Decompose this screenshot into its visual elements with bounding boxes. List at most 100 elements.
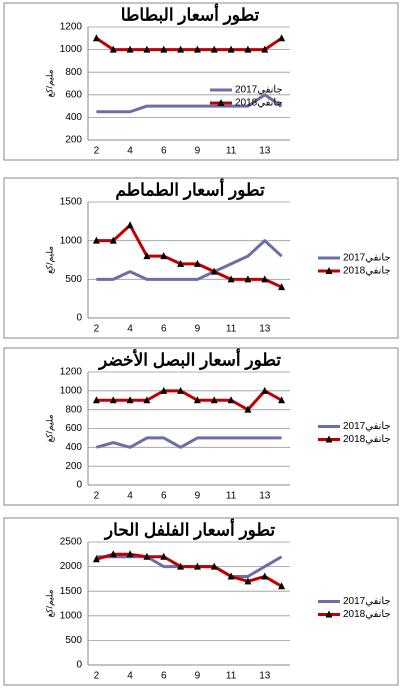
y-tick-label: 500 [65,274,82,285]
point-marker [160,252,168,260]
point-marker [210,562,218,570]
point-marker [261,572,269,580]
legend-label: جانفي2018 [343,609,391,620]
point-marker [227,572,235,580]
x-tick-label: 9 [195,491,201,502]
legend-marker [217,99,225,106]
point-marker [126,550,134,558]
point-marker [227,45,235,53]
point-marker [177,45,185,53]
x-tick-label: 11 [226,671,237,682]
series-line [96,389,283,412]
point-marker [126,221,134,229]
legend-label: جانفي2018 [343,266,391,277]
y-tick-label: 200 [65,461,82,472]
point-marker [177,259,185,267]
x-tick-label: 6 [161,491,167,502]
series-line [95,37,283,52]
x-tick-label: 6 [161,146,167,157]
point-marker [126,396,134,404]
point-marker [177,562,185,570]
legend-label: جانفي2017 [343,421,391,432]
y-tick-label: 400 [65,112,82,123]
point-marker [109,396,117,404]
point-marker [143,252,151,260]
y-tick-label: 800 [65,67,82,78]
point-marker [210,267,218,275]
x-tick-label: 4 [127,671,133,682]
y-tick-label: 1500 [60,197,83,208]
y-tick-label: 0 [76,480,82,491]
series-line [96,93,283,114]
point-marker [210,45,218,53]
y-tick-label: 600 [65,89,82,100]
point-marker [210,396,218,404]
x-tick-label: 4 [127,324,133,335]
chart-title: تطور أسعار الطماطم [115,177,265,200]
y-tick-label: 2500 [60,537,83,548]
point-marker [278,283,286,291]
legend-label: جانفي2017 [343,596,391,607]
chart-title: تطور أسعار البطاطا [121,2,260,25]
y-axis-label: مليم/كغ [44,246,55,274]
legend-marker [325,435,333,443]
point-marker [278,34,286,42]
chart-title: تطور أسعار البصل الأخضر [97,347,281,370]
y-tick-label: 1500 [60,586,83,597]
y-tick-label: 1000 [60,44,83,55]
point-marker [278,582,286,590]
point-marker [143,552,151,560]
point-marker [143,45,151,53]
point-marker [244,405,252,413]
y-axis-label: مليم/كغ [44,414,55,442]
point-marker [193,259,201,267]
point-marker [177,386,185,394]
legend-label: جانفي2018 [343,434,391,445]
y-tick-label: 600 [65,423,82,434]
x-tick-label: 13 [259,491,271,502]
x-tick-label: 9 [195,671,201,682]
y-tick-label: 1200 [60,22,83,33]
legend-label: جانفي2018 [235,98,283,109]
point-marker [261,386,269,394]
point-marker [160,386,168,394]
x-tick-label: 4 [127,491,133,502]
x-tick-label: 11 [226,146,237,157]
point-marker [261,275,269,283]
point-marker [126,45,134,53]
point-marker [193,45,201,53]
point-marker [92,396,100,404]
series-line [96,436,282,449]
point-marker [227,396,235,404]
y-tick-label: 800 [65,404,82,415]
point-marker [193,562,201,570]
point-marker [227,275,235,283]
y-tick-label: 400 [65,442,82,453]
y-tick-label: 0 [76,660,82,671]
y-tick-label: 1200 [60,367,83,378]
legend-marker [325,267,333,274]
point-marker [92,236,100,244]
point-marker [92,555,100,563]
chart-title: تطور أسعار الفلفل الحار [103,517,276,540]
legend-label: جانفي2017 [343,253,391,264]
legend-label: جانفي2017 [235,85,283,96]
point-marker [92,34,100,42]
x-tick-label: 2 [94,146,100,157]
x-tick-label: 13 [259,146,271,157]
point-marker [109,550,117,558]
y-tick-label: 2000 [60,561,83,572]
point-marker [244,275,252,283]
y-tick-label: 200 [65,135,82,146]
point-marker [109,236,117,244]
point-marker [244,45,252,53]
point-marker [278,396,286,404]
y-tick-label: 0 [76,313,82,324]
point-marker [160,552,168,560]
x-tick-label: 6 [161,324,167,335]
chart-frame [3,2,399,161]
y-tick-label: 1000 [60,610,83,621]
x-tick-label: 13 [259,324,271,335]
series-line [96,239,283,281]
point-marker [244,577,252,585]
